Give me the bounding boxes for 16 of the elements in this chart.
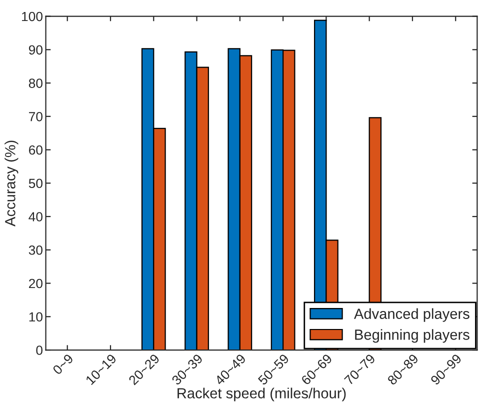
y-tick-label: 100 [22,12,42,22]
y-tick-label: 50 [28,178,42,188]
y-tick-label: 90 [28,45,42,55]
x-tick-label: 0~9 [52,353,74,376]
y-tick-label: 10 [29,312,42,322]
y-tick-label: 20 [29,278,42,288]
y-axis-title: Accuracy (%) [4,140,18,226]
y-tick-label: 40 [28,212,42,222]
legend-label: Advanced players [354,308,470,322]
x-axis-title: Racket speed (miles/hour) [178,388,346,402]
y-tick-label: 60 [29,145,42,155]
y-tick-label: 80 [28,78,42,88]
y-tick-label: 0 [36,346,42,355]
legend-label: Beginning players [355,329,470,343]
y-tick-label: 70 [29,112,42,122]
y-tick-label: 30 [28,245,42,255]
